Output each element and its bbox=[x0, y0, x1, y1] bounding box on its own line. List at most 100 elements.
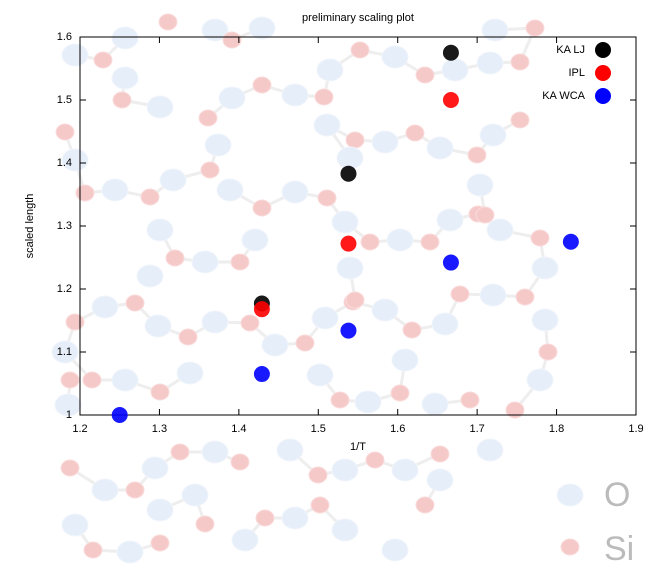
atom bbox=[112, 369, 138, 391]
atom bbox=[202, 441, 228, 463]
atom bbox=[346, 292, 364, 308]
atom bbox=[331, 392, 349, 408]
atom bbox=[92, 479, 118, 501]
atom bbox=[437, 209, 463, 231]
atom bbox=[256, 510, 274, 526]
atom bbox=[314, 114, 340, 136]
atom bbox=[532, 257, 558, 279]
atom bbox=[160, 169, 186, 191]
atom bbox=[480, 284, 506, 306]
atom bbox=[182, 484, 208, 506]
atom bbox=[196, 516, 214, 532]
legend-marker bbox=[595, 88, 611, 104]
atom bbox=[231, 254, 249, 270]
atom bbox=[205, 134, 231, 156]
atom bbox=[199, 110, 217, 126]
atom bbox=[391, 385, 409, 401]
atom bbox=[406, 125, 424, 141]
y-tick-label: 1.1 bbox=[57, 346, 72, 358]
atom bbox=[309, 467, 327, 483]
atom bbox=[532, 309, 558, 331]
legend-label: IPL bbox=[568, 67, 585, 79]
atom bbox=[61, 372, 79, 388]
point bbox=[340, 236, 356, 252]
atom bbox=[516, 289, 534, 305]
atom bbox=[94, 52, 112, 68]
atom bbox=[451, 286, 469, 302]
atom bbox=[84, 542, 102, 558]
atom bbox=[126, 295, 144, 311]
point bbox=[443, 255, 459, 271]
atom bbox=[431, 446, 449, 462]
atom bbox=[201, 162, 219, 178]
atom bbox=[249, 17, 275, 39]
atom bbox=[421, 234, 439, 250]
atom bbox=[511, 112, 529, 128]
atom bbox=[506, 402, 524, 418]
x-tick-label: 1.8 bbox=[549, 423, 564, 435]
atom bbox=[432, 313, 458, 335]
atom bbox=[511, 54, 529, 70]
atom bbox=[142, 457, 168, 479]
atom bbox=[337, 147, 363, 169]
atom bbox=[159, 14, 177, 30]
atom bbox=[171, 444, 189, 460]
atom bbox=[366, 452, 384, 468]
y-tick-label: 1.3 bbox=[57, 220, 72, 232]
atom bbox=[66, 314, 84, 330]
atom bbox=[145, 315, 171, 337]
chart: O Si preliminary scaling plot 1/T scaled… bbox=[0, 0, 650, 566]
background-label: Si bbox=[604, 530, 634, 566]
atom bbox=[332, 459, 358, 481]
atom bbox=[337, 257, 363, 279]
atom bbox=[527, 369, 553, 391]
atom bbox=[427, 469, 453, 491]
background-label: O bbox=[604, 476, 630, 514]
y-tick-label: 1.5 bbox=[57, 94, 72, 106]
atom bbox=[332, 519, 358, 541]
atom bbox=[427, 137, 453, 159]
atom bbox=[315, 89, 333, 105]
atom bbox=[147, 219, 173, 241]
atom bbox=[277, 439, 303, 461]
y-axis-label: scaled length bbox=[24, 194, 36, 259]
y-tick-label: 1 bbox=[66, 409, 72, 421]
x-tick-label: 1.6 bbox=[390, 423, 405, 435]
atom bbox=[61, 460, 79, 476]
atom bbox=[416, 497, 434, 513]
atom bbox=[112, 27, 138, 49]
atom bbox=[262, 334, 288, 356]
atom bbox=[392, 459, 418, 481]
atom bbox=[202, 311, 228, 333]
atom bbox=[361, 234, 379, 250]
atom bbox=[372, 131, 398, 153]
x-axis-label: 1/T bbox=[350, 441, 366, 453]
atom bbox=[141, 189, 159, 205]
atom bbox=[467, 174, 493, 196]
atom bbox=[76, 185, 94, 201]
atom bbox=[147, 499, 173, 521]
atom bbox=[392, 349, 418, 371]
atom bbox=[312, 307, 338, 329]
atom bbox=[56, 124, 74, 140]
atom bbox=[480, 124, 506, 146]
atom bbox=[83, 372, 101, 388]
atom bbox=[372, 299, 398, 321]
atom bbox=[166, 250, 184, 266]
atom bbox=[317, 59, 343, 81]
atom bbox=[476, 207, 494, 223]
y-tick-label: 1.4 bbox=[57, 157, 72, 169]
atom bbox=[223, 32, 241, 48]
atom bbox=[217, 179, 243, 201]
legend-label: KA WCA bbox=[542, 90, 585, 102]
atom bbox=[468, 147, 486, 163]
atom bbox=[219, 87, 245, 109]
atom bbox=[179, 329, 197, 345]
atom bbox=[416, 67, 434, 83]
atom bbox=[177, 362, 203, 384]
x-tick-label: 1.7 bbox=[469, 423, 484, 435]
atom bbox=[282, 181, 308, 203]
atom bbox=[482, 19, 508, 41]
point bbox=[254, 366, 270, 382]
atom bbox=[62, 44, 88, 66]
